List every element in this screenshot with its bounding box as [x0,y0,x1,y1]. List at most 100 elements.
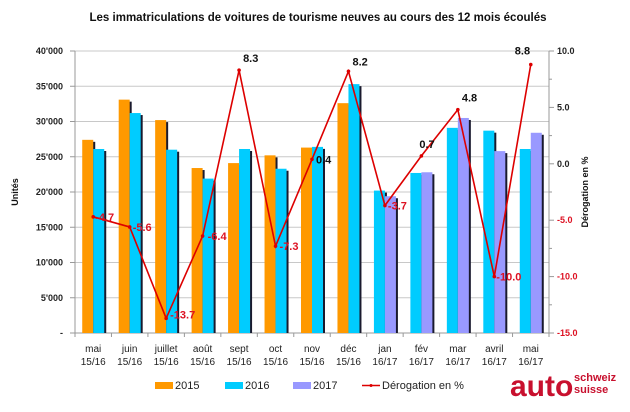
legend-swatch-2017 [293,382,311,389]
bar-2015 [82,139,94,333]
bar-2016 [373,190,385,333]
data-label: -13.7 [170,309,195,321]
category-month-label: nov [304,344,320,355]
legend-label: 2016 [245,380,269,392]
y-axis-title: Unités [10,178,20,206]
bar-2016 [519,148,531,333]
category-month-label: avril [485,344,503,355]
category-month-label: mar [449,344,467,355]
bar-2015 [155,120,167,333]
bar-2016 [239,148,251,333]
y-tick-label: 10'000 [36,258,63,268]
line-point [91,215,96,219]
y-tick-label: 20'000 [36,187,63,197]
bar-2016 [348,84,360,333]
line-point [456,107,460,112]
line-point [273,244,278,248]
logo-line2: suisse [574,384,608,396]
y2-tick-label: -5.0 [557,215,573,225]
logo-line1: schweiz [574,372,617,384]
legend-swatch-marker [369,384,373,387]
data-label: 8.2 [352,56,367,68]
y-tick-label: 40'000 [36,46,63,56]
data-label: -6.4 [208,231,228,243]
bar-2016 [410,172,422,333]
line-point [528,62,533,67]
bar-2015 [301,147,312,333]
category-month-label: août [193,344,213,355]
bar-2016 [483,130,495,333]
line-point [383,203,387,208]
bar-2015 [337,103,349,333]
legend: 2015 2016 2017 Dérogation en % [155,380,464,392]
y-tick-label: 30'000 [36,117,63,127]
bar-2017 [457,117,469,333]
line-point [346,69,351,74]
category-period-label: 16/17 [482,357,507,368]
legend-swatch-2015 [155,382,173,389]
bar-2016 [166,149,178,333]
category-month-label: déc [340,344,356,355]
y2-tick-label: -10.0 [557,272,578,282]
category-period-label: 16/17 [372,357,397,368]
category-period-label: 16/17 [409,357,434,368]
y2-tick-label: -15.0 [557,328,578,338]
line-point [310,157,314,162]
line-point [200,234,205,238]
category-month-label: jan [377,344,391,355]
category-period-label: 15/16 [117,357,142,368]
derogation-line [91,62,533,321]
data-label: 0.4 [316,154,332,166]
category-period-label: 16/17 [518,357,543,368]
category-month-label: juin [121,344,138,355]
data-labels: -4.7 -5.6 -13.7 -6.4 8.3 -7.3 0.4 8.2 -3.7 0.7 4.8… [95,46,530,322]
bar-2016 [446,127,458,333]
bar-2015 [228,163,240,333]
line-point [127,225,132,229]
bar-2017 [384,196,396,333]
bar-2015 [264,155,276,333]
bar-2016 [93,148,105,333]
y2-axis-title: Dérogation en % [580,156,590,227]
y-tick-label: 35'000 [36,81,63,91]
y-tick-label: 5'000 [41,293,63,303]
legend-swatch-2016 [225,382,243,389]
data-label: -4.7 [95,212,114,224]
category-period-label: 16/17 [445,357,470,368]
legend-label: 2015 [175,380,199,392]
category-month-label: fév [415,344,428,355]
category-period-label: 15/16 [81,357,106,368]
line-point [164,316,168,321]
category-period-label: 15/16 [263,357,288,368]
bar-2016 [312,146,323,333]
y-tick-label: 15'000 [36,222,63,232]
bar-2015 [191,168,203,333]
bar-2015 [118,99,130,334]
logo-main-text: auto [510,370,573,403]
legend-label: 2017 [313,380,337,392]
bar-2016 [275,168,287,333]
bar-2017 [530,132,542,333]
bar-2016 [129,113,141,333]
y2-tick-label: 0.0 [557,159,570,169]
data-label: 8.8 [515,46,530,58]
data-label: 0.7 [419,139,434,151]
data-label: 4.8 [462,93,477,105]
chart-title: Les immatriculations de voitures de tour… [90,12,547,24]
category-period-label: 15/16 [336,357,361,368]
category-period-label: 15/16 [190,357,215,368]
category-period-label: 15/16 [227,357,252,368]
data-label: -5.6 [133,222,152,234]
line-point [492,274,497,279]
category-period-label: 15/16 [299,357,324,368]
legend-label: Dérogation en % [382,380,464,392]
bar-2017 [421,172,433,333]
bars [82,84,544,334]
data-label: -3.7 [388,201,407,213]
data-label: 8.3 [243,53,258,65]
y2-tick-label: 10.0 [557,46,575,56]
data-label: -7.3 [280,241,299,253]
y-tick-label: 25'000 [36,152,63,162]
category-period-label: 15/16 [154,357,179,368]
